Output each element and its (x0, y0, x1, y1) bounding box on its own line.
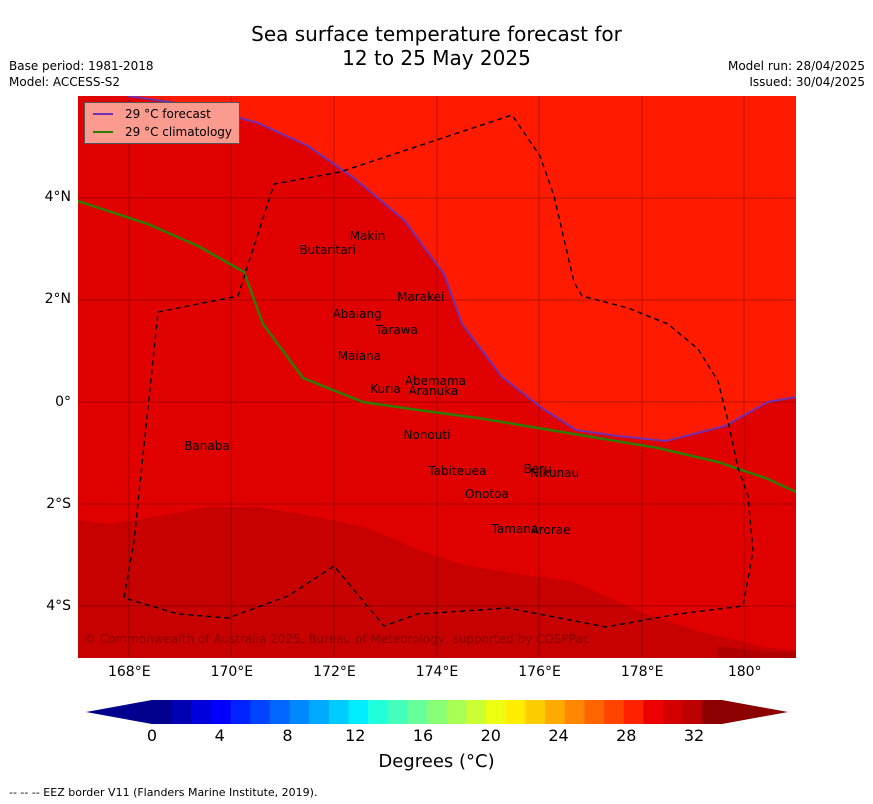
island-label-tabiteuea: Tabiteuea (428, 464, 487, 479)
colorbar-tick-label: 0 (146, 726, 158, 745)
colorbar-segment (191, 700, 212, 724)
island-label-makin: Makin (349, 229, 386, 244)
map-area (78, 96, 796, 658)
map-legend: 29 °C forecast 29 °C climatology (84, 102, 240, 144)
island-label-banaba: Banaba (184, 438, 230, 453)
copyright-notice: © Commonwealth of Australia 2025, Bureau… (84, 632, 590, 646)
island-label-arorae: Arorae (530, 523, 571, 538)
colorbar-under-arrow (86, 700, 152, 724)
x-tick-label: 168°E (107, 664, 151, 680)
colorbar-segment (387, 700, 409, 724)
colorbar-segment (564, 700, 585, 724)
colorbar-tick-label: 28 (616, 726, 637, 745)
colorbar-segment (348, 700, 369, 724)
island-label-abemama: Abemama (404, 374, 467, 389)
colorbar-segment (309, 700, 330, 724)
issued-date: Issued: 30/04/2025 (749, 75, 865, 89)
colorbar-segment (702, 700, 723, 724)
colorbar-segment (545, 700, 566, 724)
x-tick-label: 174°E (415, 664, 459, 680)
colorbar-units-label: Degrees (°C) (378, 751, 495, 772)
zone-above-30 (78, 507, 796, 658)
colorbar-segment (525, 700, 546, 724)
zone-above-29 (128, 96, 796, 441)
colorbar-segment (623, 700, 644, 724)
island-label-maiana: Maiana (337, 348, 382, 363)
colorbar-tick-label: 8 (282, 726, 293, 745)
island-label-aranuka: Aranuka (408, 384, 459, 399)
eez-footnote: -- -- -- EEZ border V11 (Flanders Marine… (9, 786, 318, 799)
island-label-nikunau: Nikunau (530, 466, 580, 481)
island-label-kuria: Kuria (370, 382, 401, 397)
colorbar-segment (210, 700, 232, 724)
x-tick-label: 170°E (210, 664, 254, 680)
legend-climatology-label: 29 °C climatology (125, 125, 233, 139)
colorbar-segment (171, 700, 192, 724)
colorbar-segment (289, 700, 310, 724)
x-tick-label: 172°E (313, 664, 356, 680)
colorbar-segment (505, 700, 526, 724)
colorbar-segment (230, 700, 251, 724)
island-label-onotoa: Onotoa (465, 486, 509, 501)
colorbar-tick-label: 12 (345, 726, 366, 745)
map-gridlines (78, 96, 796, 658)
colorbar-segment (250, 700, 271, 724)
meta-left: Base period: 1981-2018 Model: ACCESS-S2 (9, 58, 154, 90)
colorbar (86, 700, 788, 724)
island-label-tarawa: Tarawa (375, 323, 418, 338)
climatology-line-swatch (93, 131, 113, 133)
colorbar-segment (427, 700, 448, 724)
colorbar-segment (368, 700, 389, 724)
colorbar-segment (269, 700, 291, 724)
island-labels: Makin Butaritari Marakei Abaiang Tarawa Maian… (78, 96, 796, 658)
colorbar-segment (643, 700, 664, 724)
y-tick-label: 2°S (46, 495, 71, 512)
eez-border (123, 114, 754, 628)
colorbar-segment (466, 700, 487, 724)
model-run: Model run: 28/04/2025 (727, 59, 865, 73)
title-line-2: 12 to 25 May 2025 (342, 46, 531, 70)
island-label-abaiang: Abaiang (332, 306, 382, 321)
title-line-1: Sea surface temperature forecast for (251, 22, 622, 46)
legend-forecast: 29 °C forecast (93, 105, 211, 123)
y-tick-label: 2°N (44, 291, 71, 308)
colorbar-tick-label: 32 (683, 726, 705, 745)
colorbar-segment (584, 700, 605, 724)
zone-lowest (718, 646, 796, 658)
colorbar-segment (486, 700, 507, 724)
colorbar-tick-label: 20 (480, 726, 501, 745)
y-tick-label: 4°S (46, 597, 71, 614)
x-tick-label: 180° (727, 664, 762, 680)
base-period: Base period: 1981-2018 (9, 59, 154, 73)
map-svg (78, 96, 796, 658)
colorbar-segment (446, 700, 467, 724)
colorbar-segment (328, 700, 350, 724)
y-tick-label: 0° (55, 393, 71, 410)
colorbar-segment (407, 700, 428, 724)
colorbar-segment (682, 700, 703, 724)
chart-title: Sea surface temperature forecast for 12 … (0, 22, 873, 70)
x-tick-label: 176°E (518, 664, 561, 680)
colorbar-tick-label: 16 (412, 726, 434, 745)
colorbar-segment (604, 700, 625, 724)
meta-right: Model run: 28/04/2025 Issued: 30/04/2025 (728, 58, 865, 90)
colorbar-segment (152, 700, 173, 724)
island-label-tamana: Tamana (491, 522, 539, 537)
island-label-nonouti: Nonouti (403, 428, 451, 443)
forecast-29c-contour (127, 96, 796, 443)
island-label-butaritari: Butaritari (299, 243, 356, 258)
island-label-beru: Beru (523, 461, 552, 476)
colorbar-tick-label: 4 (214, 726, 225, 745)
legend-forecast-label: 29 °C forecast (125, 107, 211, 121)
x-tick-label: 178°E (620, 664, 664, 680)
island-label-marakei: Marakei (397, 290, 445, 305)
colorbar-tick-label: 24 (548, 726, 569, 745)
climatology-29c-contour (78, 199, 796, 494)
colorbar-over-arrow (722, 700, 788, 724)
y-tick-label: 4°N (44, 189, 71, 206)
forecast-line-swatch (93, 113, 113, 115)
colorbar-segment (663, 700, 684, 724)
model-name: Model: ACCESS-S2 (9, 75, 121, 89)
legend-climatology: 29 °C climatology (93, 123, 232, 141)
